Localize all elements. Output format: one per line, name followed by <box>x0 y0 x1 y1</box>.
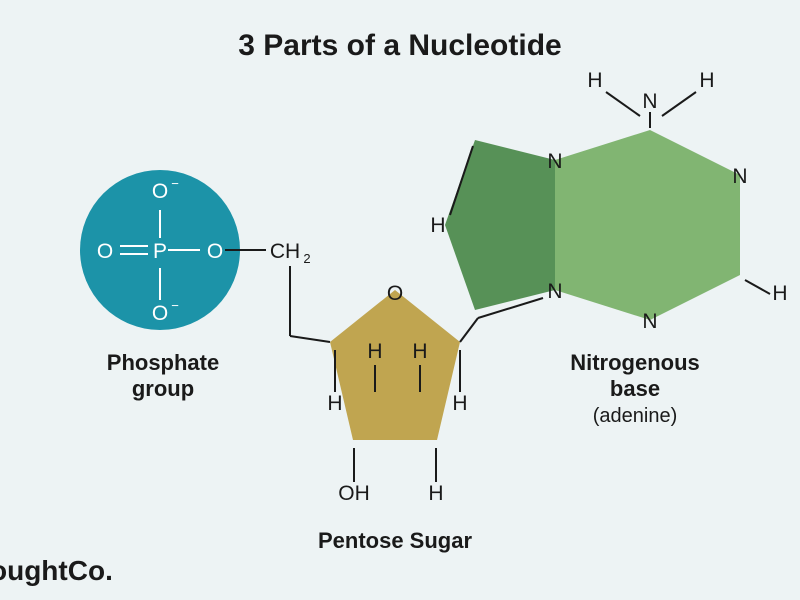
phosphate-atom-5: O <box>97 240 113 263</box>
nucleotide-diagram: PO−O−OOOHHHHOHHCH2NNNNNHHHH3 Parts of a … <box>0 0 800 600</box>
base-atom-8: H <box>772 282 787 305</box>
base-label-1: Nitrogenous <box>570 350 700 375</box>
sugar-atom-6: H <box>428 482 443 505</box>
sugar-atom-0: O <box>387 282 403 305</box>
base-atom-1: N <box>547 280 562 303</box>
sugar-atom-7: CH <box>270 240 300 263</box>
phosphate-atom-1: O <box>152 180 168 203</box>
watermark: oughtCo. <box>0 555 113 586</box>
phosphate-label-2: group <box>132 376 194 401</box>
phosphate-atom-3: O <box>152 302 168 325</box>
phosphate-atom-0: P <box>153 240 167 263</box>
phosphate-atom-6: O <box>207 240 223 263</box>
diagram-title: 3 Parts of a Nucleotide <box>238 29 561 62</box>
base-atom-5: H <box>430 214 445 237</box>
base-label-3: (adenine) <box>593 405 678 427</box>
base-label-2: base <box>610 376 660 401</box>
sugar-atom-1: H <box>327 392 342 415</box>
base-atom-3: N <box>732 165 747 188</box>
phosphate-atom-2: − <box>171 176 179 191</box>
sugar-atom-2: H <box>367 340 382 363</box>
base-atom-4: N <box>642 90 657 113</box>
base-atom-0: N <box>547 150 562 173</box>
phosphate-label-1: Phosphate <box>107 350 219 375</box>
sugar-label: Pentose Sugar <box>318 528 472 553</box>
base-atom-2: N <box>642 310 657 333</box>
sugar-atom-8: 2 <box>303 251 310 266</box>
base-atom-7: H <box>699 69 714 92</box>
sugar-atom-5: OH <box>338 482 370 505</box>
base-atom-6: H <box>587 69 602 92</box>
phosphate-atom-4: − <box>171 298 179 313</box>
sugar-atom-3: H <box>412 340 427 363</box>
sugar-atom-4: H <box>452 392 467 415</box>
